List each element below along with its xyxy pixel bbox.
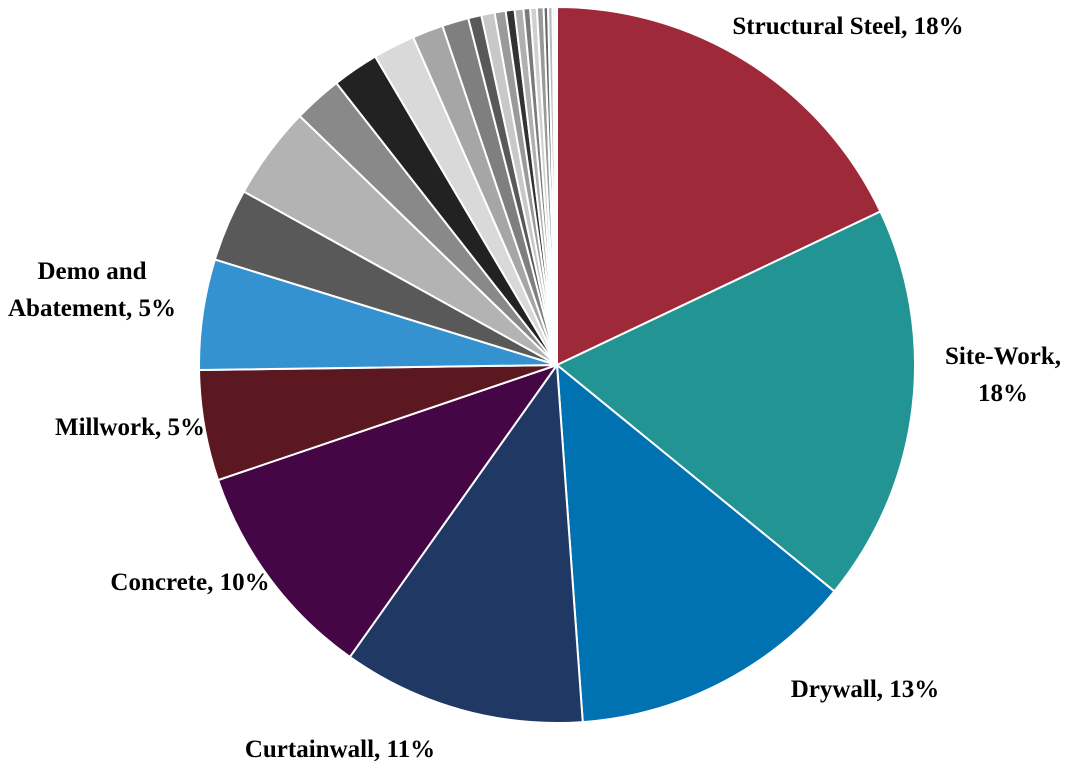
- category-label: Millwork,: [55, 414, 162, 441]
- category-label: Concrete,: [110, 569, 214, 596]
- value-label: 5%: [167, 414, 206, 441]
- category-label: Demo and Abatement,: [7, 258, 147, 322]
- slice-label: Curtainwall, 11%: [190, 731, 490, 768]
- pie-slice: [553, 5, 558, 366]
- value-label: 18%: [913, 13, 964, 40]
- slice-label: Demo and Abatement, 5%: [7, 253, 177, 327]
- category-label: Structural Steel,: [732, 13, 908, 40]
- slice-label: Site-Work, 18%: [923, 338, 1083, 412]
- slice-label: Millwork, 5%: [50, 409, 210, 446]
- pie-slice: [556, 5, 882, 367]
- category-label: Curtainwall,: [244, 736, 381, 763]
- pie-slice: [216, 363, 560, 659]
- value-label: 5%: [138, 295, 177, 322]
- category-label: Drywall,: [790, 676, 884, 703]
- pie-slice: [555, 362, 836, 724]
- pie-slice: [555, 210, 916, 593]
- pie-slice: [348, 362, 584, 724]
- value-label: 11%: [386, 736, 436, 763]
- value-label: 10%: [219, 569, 270, 596]
- value-label: 18%: [978, 380, 1028, 407]
- slice-label: Concrete, 10%: [110, 564, 270, 601]
- value-label: 13%: [889, 676, 940, 703]
- slice-label: Structural Steel, 18%: [723, 8, 973, 45]
- slice-label: Drywall, 13%: [705, 671, 1025, 708]
- category-label: Site-Work,: [945, 343, 1061, 370]
